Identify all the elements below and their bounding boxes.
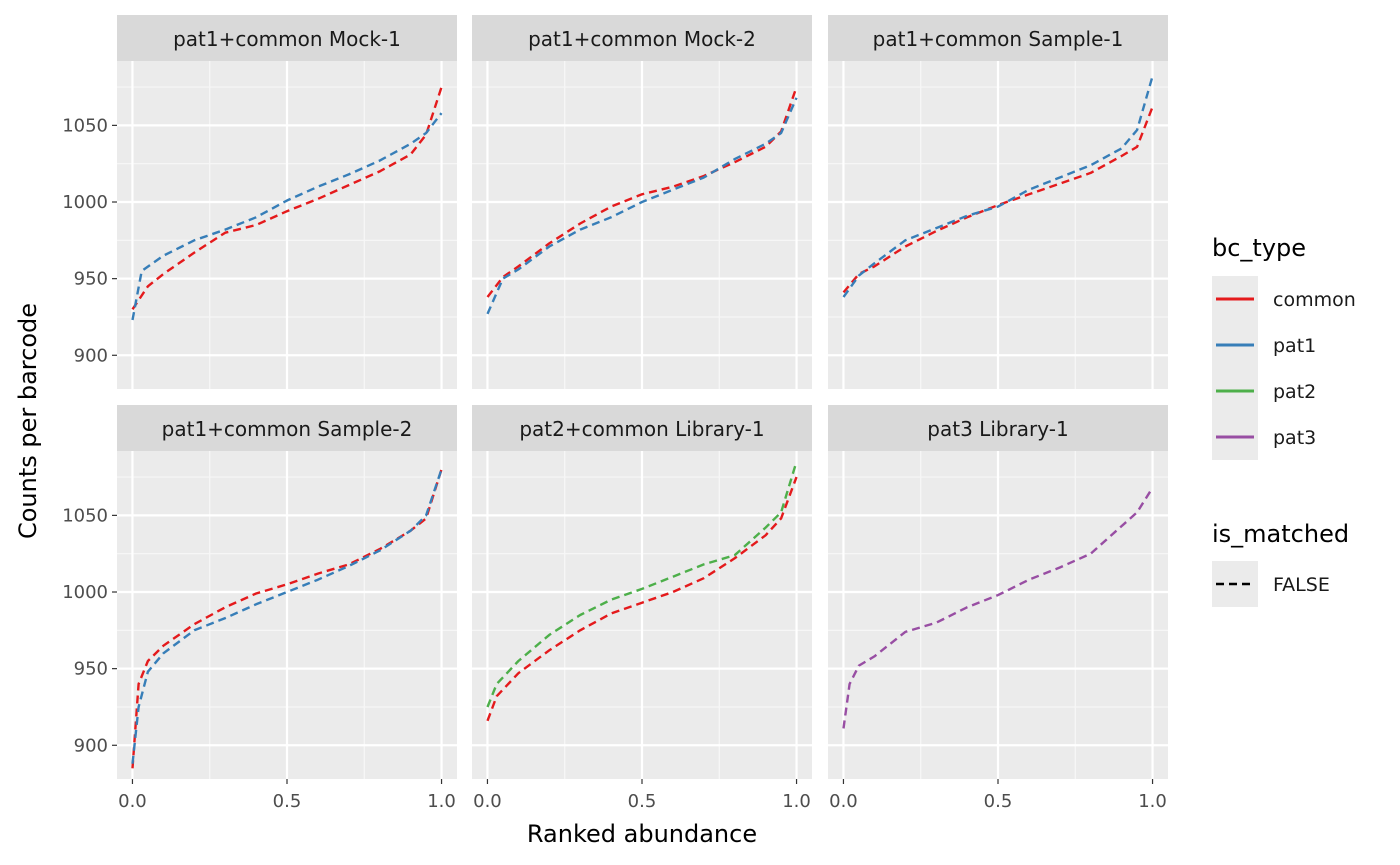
- series-line-pat2: [486, 461, 798, 708]
- legend-title-bc-type: bc_type: [1212, 234, 1306, 262]
- x-tick-label: 0.5: [273, 791, 302, 812]
- legend-title-is-matched: is_matched: [1212, 520, 1349, 548]
- legend-label-FALSE: FALSE: [1273, 574, 1330, 596]
- x-tick-label: 1.0: [427, 791, 456, 812]
- x-tick-label: 0.5: [628, 791, 657, 812]
- facet-strip: [472, 15, 812, 61]
- series-line-pat1: [131, 112, 443, 321]
- facet-panel: pat1+common Mock-1 900 950 1000 1050: [62, 15, 457, 389]
- facet-strip: [828, 405, 1168, 451]
- legend-key-background: [1212, 276, 1258, 460]
- y-tick-label: 900: [74, 345, 108, 366]
- legend-label-pat1: pat1: [1273, 335, 1316, 357]
- x-tick-label: 0.0: [118, 791, 147, 812]
- series-line-common: [842, 106, 1154, 294]
- y-tick-label: 950: [74, 269, 108, 290]
- y-axis-title-group: Counts per barcode: [14, 303, 42, 539]
- x-tick-label: 0.0: [829, 791, 858, 812]
- series-line-pat1: [842, 75, 1154, 298]
- y-tick-label: 1000: [62, 192, 108, 213]
- facet-strip: [828, 15, 1168, 61]
- legend-label-pat2: pat2: [1273, 381, 1316, 403]
- facet-strip: [472, 405, 812, 451]
- y-tick-label: 1050: [62, 505, 108, 526]
- y-axis-title: Counts per barcode: [14, 303, 42, 539]
- x-tick-label: 0.5: [984, 791, 1013, 812]
- facet-panel: pat3 Library-1 0.0 0.5 1.0: [828, 405, 1168, 812]
- facet-title: pat1+common Sample-2: [162, 417, 413, 441]
- series-line-common: [131, 86, 443, 310]
- facet-title: pat3 Library-1: [927, 417, 1068, 441]
- legend-label-pat3: pat3: [1273, 427, 1316, 449]
- facet-title: pat1+common Mock-2: [528, 27, 756, 51]
- x-tick-label: 1.0: [782, 791, 811, 812]
- facet-panel: pat2+common Library-1 0.0 0.5 1.0: [472, 405, 812, 812]
- y-tick-label: 1000: [62, 582, 108, 603]
- y-tick-label: 950: [74, 659, 108, 680]
- x-tick-label: 1.0: [1138, 791, 1167, 812]
- x-axis-title: Ranked abundance: [527, 820, 757, 848]
- series-line-common: [131, 469, 443, 769]
- facet-strip: [117, 15, 457, 61]
- facet-panel: pat1+common Sample-1: [828, 15, 1168, 389]
- facet-panel: pat1+common Sample-2 900 950 1000 1050 0.0 0.5…: [62, 405, 457, 812]
- legend-label-common: common: [1273, 289, 1356, 311]
- y-tick-label: 900: [74, 735, 108, 756]
- series-line-common: [486, 86, 798, 298]
- facet-panel: pat1+common Mock-2: [472, 15, 812, 389]
- facet-title: pat2+common Library-1: [519, 417, 764, 441]
- series-line-pat1: [486, 97, 798, 315]
- facet-title: pat1+common Mock-1: [173, 27, 401, 51]
- panels-layer: pat1+common Mock-190095010001050pat1+com…: [62, 15, 1168, 812]
- facet-strip: [117, 405, 457, 451]
- series-line-pat1: [131, 469, 443, 764]
- facet-title: pat1+common Sample-1: [873, 27, 1124, 51]
- x-tick-label: 0.0: [473, 791, 502, 812]
- series-line-common: [486, 476, 798, 722]
- series-line-pat3: [842, 487, 1154, 729]
- y-tick-label: 1050: [62, 115, 108, 136]
